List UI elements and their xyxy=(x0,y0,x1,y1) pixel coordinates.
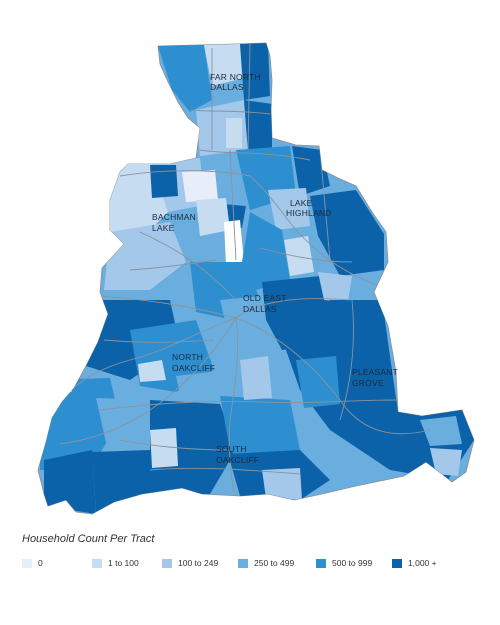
legend-label: 1 to 100 xyxy=(108,558,139,568)
tract-region xyxy=(150,400,236,494)
area-label: NORTH xyxy=(172,352,203,362)
area-label: LAKE xyxy=(152,223,175,233)
area-labels: FAR NORTH DALLAS BACHMAN LAKE LAKE HIGHL… xyxy=(152,72,398,465)
legend-label: 0 xyxy=(38,558,43,568)
area-label: GROVE xyxy=(352,378,384,388)
tract-region xyxy=(44,450,96,514)
area-label: LAKE xyxy=(290,198,313,208)
area-label: PLEASANT xyxy=(352,367,398,377)
tract-region xyxy=(430,448,462,476)
tract-region xyxy=(226,118,242,148)
tract-region xyxy=(150,428,178,468)
legend-label: 500 to 999 xyxy=(332,558,373,568)
legend-swatch xyxy=(238,558,248,568)
legend-swatch xyxy=(392,558,402,568)
legend-item: 500 to 999 xyxy=(316,556,372,570)
area-label: BACHMAN xyxy=(152,212,196,222)
legend-swatch xyxy=(162,558,172,568)
legend-item: 100 to 249 xyxy=(162,556,218,570)
legend-swatch xyxy=(22,558,32,568)
tract-region xyxy=(150,165,178,198)
legend-item: 1 to 100 xyxy=(92,556,139,570)
legend-item: 250 to 499 xyxy=(238,556,294,570)
legend: 0 1 to 100 100 to 249 250 to 499 500 to … xyxy=(22,556,482,570)
legend-item: 1,000 + xyxy=(392,556,437,570)
area-label: DALLAS xyxy=(243,304,277,314)
tract-region xyxy=(138,360,166,382)
area-label: OAKCLIFF xyxy=(172,363,215,373)
tract-region xyxy=(240,43,270,100)
tract-region xyxy=(158,45,212,112)
area-label: SOUTH xyxy=(216,444,247,454)
legend-title: Household Count Per Tract xyxy=(22,533,155,545)
tract-region xyxy=(196,198,230,236)
tract-region xyxy=(220,296,268,350)
tract-region xyxy=(204,44,244,86)
tract-region xyxy=(242,212,290,290)
area-label: OAKCLIFF xyxy=(216,455,259,465)
tract-region xyxy=(104,222,186,290)
area-label: OLD EAST xyxy=(243,293,287,303)
tract-region xyxy=(268,188,310,230)
legend-item: 0 xyxy=(22,556,43,570)
tract-region xyxy=(182,170,218,202)
area-label: HIGHLAND xyxy=(286,208,332,218)
legend-swatch xyxy=(92,558,102,568)
tract-region xyxy=(284,236,314,276)
tract-region xyxy=(420,416,462,446)
area-label: FAR NORTH xyxy=(210,72,261,82)
dallas-tract-map: FAR NORTH DALLAS BACHMAN LAKE LAKE HIGHL… xyxy=(37,42,475,515)
tract-region xyxy=(96,398,150,460)
tract-region xyxy=(44,366,74,394)
legend-swatch xyxy=(316,558,326,568)
tract-region xyxy=(240,356,272,400)
legend-label: 250 to 499 xyxy=(254,558,295,568)
tract-region xyxy=(318,272,352,302)
area-label: DALLAS xyxy=(210,82,244,92)
tract-region xyxy=(296,356,340,408)
tract-choropleth xyxy=(40,43,474,514)
tract-region xyxy=(262,468,302,500)
tract-region xyxy=(92,450,150,512)
tract-region xyxy=(310,190,384,276)
tract-region xyxy=(224,220,244,266)
road-network xyxy=(59,43,431,497)
legend-label: 1,000 + xyxy=(408,558,437,568)
legend-label: 100 to 249 xyxy=(178,558,219,568)
tract-region xyxy=(176,372,214,404)
